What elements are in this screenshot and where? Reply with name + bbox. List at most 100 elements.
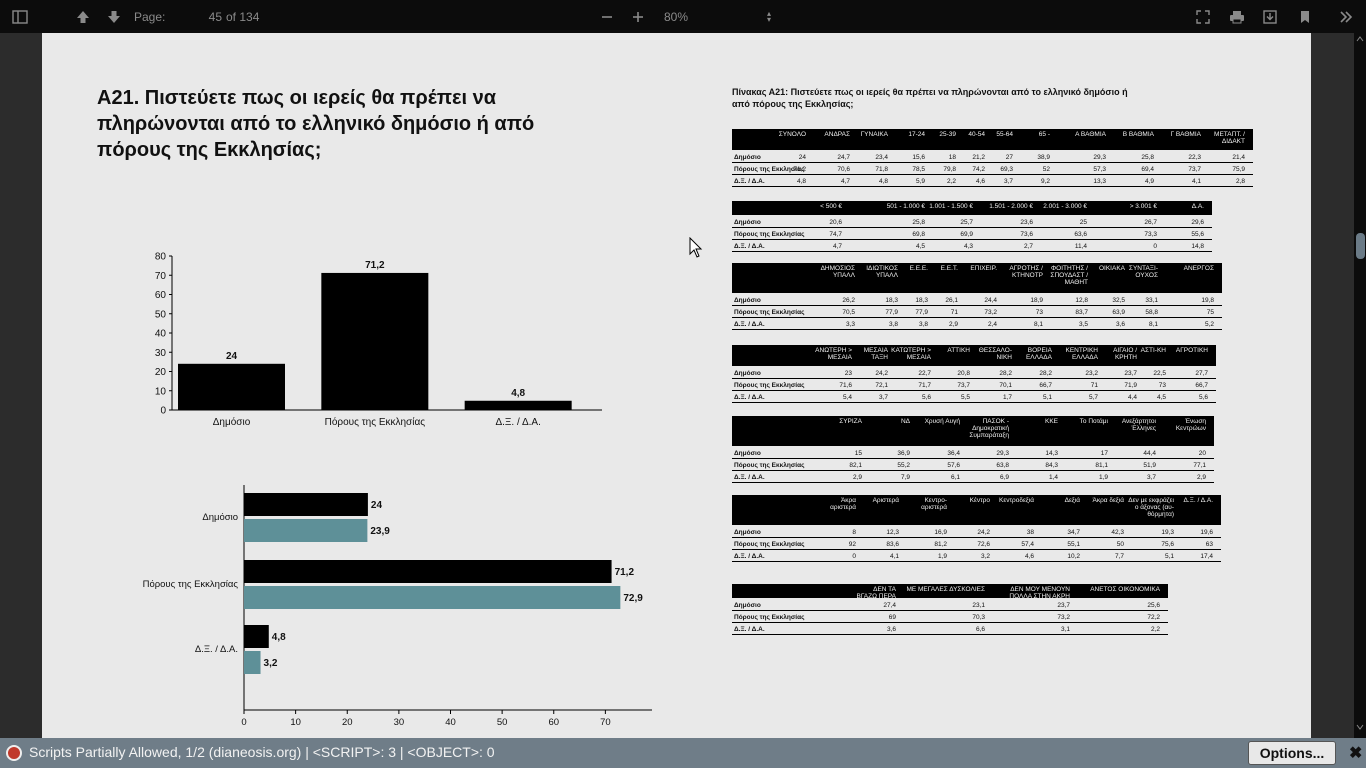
table-cell: 9,2 [1040,178,1050,185]
zoom-in-icon[interactable] [628,0,648,33]
page-number-input[interactable]: 45 [208,9,222,24]
table-cell: 70,3 [972,614,985,621]
column-header: ΑΝΕΡΓΟΣ [1183,265,1214,272]
zoom-out-icon[interactable] [597,0,617,33]
table-row: Δημόσιο 8 12,3 16,9 24,2 38 34,7 42,3 19,3 19,6 [732,527,1221,538]
bar [464,400,572,410]
table-cell: 1,4 [1048,474,1058,481]
x-tick-label: 70 [600,717,611,728]
table-cell: 18,9 [1030,297,1043,304]
zoom-select[interactable]: 80% ▴ ▾ [660,0,775,33]
table-cell: 16,9 [934,529,947,536]
column-header: Κεντρο-αριστερά [921,497,947,511]
table-cell: 2,7 [1023,243,1033,250]
column-header: ΑΝΔΡΑΣ [824,131,850,138]
column-header: Ε.Ε.Ε. [909,265,928,272]
table-cell: 22,7 [918,370,931,377]
row-label: Δημόσιο [734,297,761,304]
table-cell: 29,6 [1191,219,1204,226]
table-cell: 33,1 [1145,297,1158,304]
next-page-icon[interactable] [103,0,125,33]
row-label: Δημόσιο [734,370,761,377]
table-cell: 71 [950,309,958,316]
table-cell: 21,4 [1232,154,1245,161]
row-label: Δ.Ξ. / Δ.Α. [734,243,765,250]
table-cell: 23,7 [1124,370,1137,377]
table-cell: 3,7 [1146,474,1156,481]
table-cell: 23 [844,370,852,377]
vertical-scrollbar[interactable] [1354,33,1366,738]
table-cell: 2,4 [987,321,997,328]
tools-menu-icon[interactable] [1336,0,1356,33]
column-header: 1.501 - 2.000 € [989,203,1033,210]
table-cell: 77,9 [915,309,928,316]
column-header: < 500 € [820,203,842,210]
table-cell: 23,2 [1085,370,1098,377]
row-label: Δ.Ξ. / Δ.Α. [734,394,765,401]
table-cell: 3,3 [845,321,855,328]
page-total: of 134 [226,9,260,24]
data-label: 4,8 [272,632,286,643]
document-viewer[interactable]: Α21. Πιστεύετε πως οι ιερείς θα πρέπει ν… [0,33,1366,738]
bookmark-icon[interactable] [1295,0,1315,33]
table-cell: 28,2 [999,370,1012,377]
horizontal-bar-chart: 010203040506070802423,9Δημόσιο71,272,9Πό… [143,485,652,728]
table-cell: 77,9 [885,309,898,316]
category-label: Δ.Ξ. / Δ.Α. [495,417,540,428]
column-header: ΝΔ [900,418,910,425]
options-button[interactable]: Options... [1248,741,1336,765]
table-cell: 10,2 [1067,553,1080,560]
table-cell: 5,1 [1164,553,1174,560]
table-cell: 73,2 [984,309,997,316]
row-label: Δ.Ξ. / Δ.Α. [734,553,765,560]
table-cell: 2,8 [1235,178,1245,185]
column-header: ΕΠΙΧΕΙΡ. [970,265,997,272]
table-cell: 69,8 [912,231,925,238]
y-tick-label: 0 [160,406,166,417]
table-cell: 18,3 [915,297,928,304]
table-cell: 3,6 [1115,321,1125,328]
column-header: Κεντροδεξιά [999,497,1034,504]
data-label: 24 [226,351,238,362]
crosstab-table: ΑΝΩΤΕΡΗ > ΜΕΣΑΙΑ ΜΕΣΑΙΑ ΤΑΞΗ ΚΑΤΩΤΕΡΗ > ΜΕ… [732,345,1216,403]
table-row: Πόρους της Εκκλησίας 82,1 55,2 57,6 63,8 84,3… [732,460,1214,471]
table-cell: 79,8 [943,166,956,173]
table-cell: 25,7 [960,219,973,226]
x-tick-label: 60 [548,717,559,728]
table-cell: 5,6 [1198,394,1208,401]
column-header: Κέντρο [969,497,990,504]
table-cell: 3,8 [918,321,928,328]
row-label: Πόρους της Εκκλησίας [734,462,805,469]
column-header: ΜΕ ΜΕΓΑΛΕΣ ΔΥΣΚΟΛΙΕΣ [906,586,985,593]
table-cell: 71,2 [793,166,806,173]
table-cell: 75 [1206,309,1214,316]
table-cell: 75,6 [1161,541,1174,548]
table-cell: 38 [1026,529,1034,536]
pdf-toolbar: Page: 45 of 134 80% ▴ ▾ [0,0,1366,33]
column-header: 1.001 - 1.500 € [929,203,973,210]
crosstab-table: Άκρα αριστερά Αριστερά Κεντρο-αριστερά Κέντ… [732,495,1221,562]
row-label: Πόρους της Εκκλησίας [734,166,805,173]
table-cell: 70,5 [842,309,855,316]
download-icon[interactable] [1260,0,1280,33]
table-cell: 4,9 [1144,178,1154,185]
table-cell: 22,5 [1153,370,1166,377]
table-cell: 2,2 [1150,626,1160,633]
zoom-value: 80% [664,9,689,24]
print-icon[interactable] [1226,0,1248,33]
table-cell: 63 [1205,541,1213,548]
sidebar-toggle-icon[interactable] [8,0,32,33]
column-header: 65 - [1038,131,1050,138]
table-cell: 73 [1035,309,1043,316]
fullscreen-icon[interactable] [1193,0,1213,33]
table-cell: 73,2 [1057,614,1070,621]
noscript-status-bar: Scripts Partially Allowed, 1/2 (dianeosi… [0,738,1366,768]
table-header: Άκρα αριστερά Αριστερά Κεντρο-αριστερά Κέντ… [732,495,1221,525]
table-row: Πόρους της Εκκλησίας 92 83,6 81,2 72,6 57,4 55… [732,539,1221,550]
column-header: ΣΥΝΟΛΟ [778,131,806,138]
close-icon[interactable]: ✖ [1349,745,1363,762]
table-cell: 5,5 [960,394,970,401]
previous-page-icon[interactable] [72,0,94,33]
table-row: Δ.Ξ. / Δ.Α. 3,3 3,8 3,8 2,9 2,4 8,1 3,5 3,6 8,1 5,… [732,319,1222,330]
table-cell: 26,1 [945,297,958,304]
